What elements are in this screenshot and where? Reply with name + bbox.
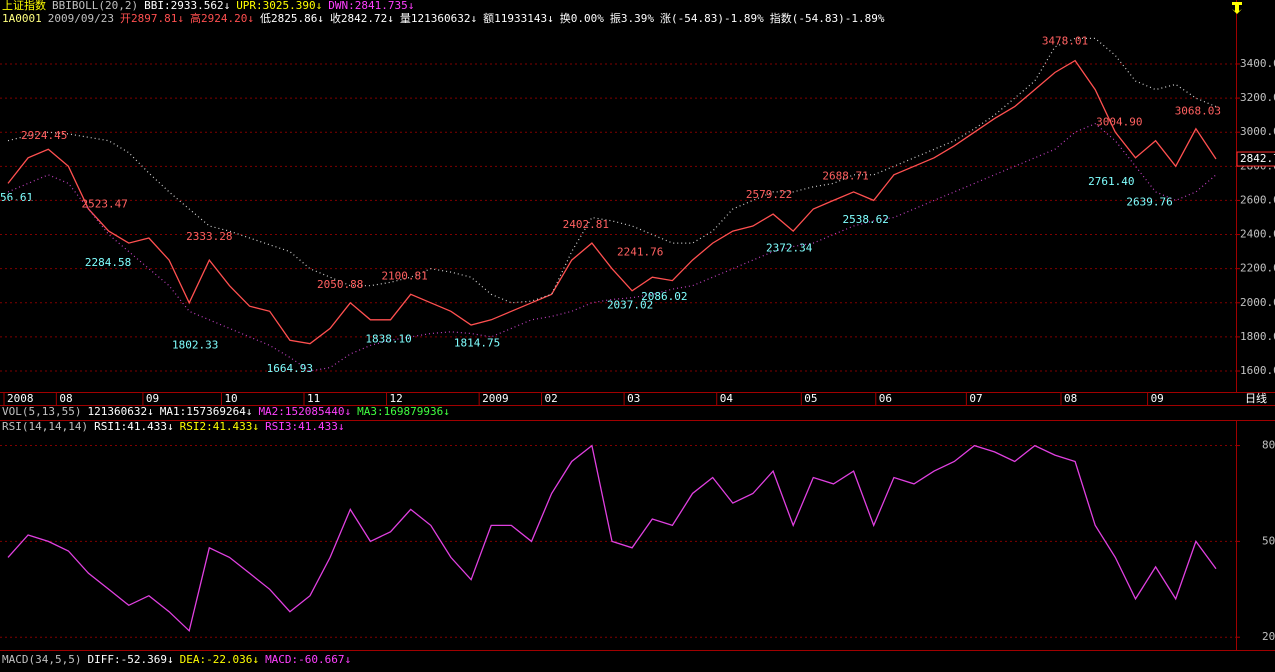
peak-label: 2050.88 — [317, 278, 363, 291]
y-tick-label: 2200.00 — [1240, 262, 1275, 275]
info-segment: MACD:-60.667↓ — [265, 653, 351, 666]
y-tick-label: 80 — [1262, 439, 1275, 452]
trough-label: 2761.40 — [1088, 175, 1134, 188]
info-segment: 1A0001 — [2, 12, 42, 25]
trough-label: 2639.76 — [1126, 196, 1172, 209]
y-tick-label: 1800.00 — [1240, 330, 1275, 343]
peak-label: 3004.90 — [1096, 115, 1142, 128]
x-tick-label: 12 — [390, 392, 403, 405]
info-segment: DWN:2841.735↓ — [328, 0, 414, 12]
y-tick-label: 20 — [1262, 630, 1275, 643]
info-segment: RSI2:41.433↓ — [180, 420, 259, 433]
info-segment: 额11933143↓ — [483, 12, 554, 25]
x-tick-label: 05 — [804, 392, 817, 405]
trough-label: 1664.93 — [267, 362, 313, 375]
trough-label: 1814.75 — [454, 336, 500, 349]
info-segment: 收2842.72↓ — [330, 11, 394, 25]
info-segment: UPR:3025.390↓ — [236, 0, 322, 12]
clipped-annotation: 56.61 — [0, 191, 33, 204]
trough-label: 1802.33 — [172, 339, 218, 352]
peak-label: 2579.22 — [746, 188, 792, 201]
info-line: 1A0001 2009/09/23 开2897.81↓ 高2924.20↓ 低2825.… — [2, 11, 885, 25]
y-tick-label: 1600.00 — [1240, 364, 1275, 377]
info-segment: 低2825.86↓ — [260, 12, 324, 25]
info-segment: 高2924.20↓ — [190, 11, 254, 25]
info-line: MACD(34,5,5) DIFF:-52.369↓ DEA:-22.036↓ MAC… — [2, 653, 351, 666]
x-tick-label: 09 — [1151, 392, 1164, 405]
peak-label: 2402.81 — [563, 218, 609, 231]
info-segment: MA2:152085440↓ — [258, 405, 351, 418]
info-segment: 涨(-54.83)-1.89% — [660, 12, 764, 25]
info-segment: DEA:-22.036↓ — [180, 653, 259, 666]
series-line — [7, 123, 1217, 372]
x-tick-label: 09 — [146, 392, 159, 405]
trough-label: 2372.34 — [766, 241, 813, 254]
info-segment: BBIBOLL(20,2) — [52, 0, 138, 12]
peak-label: 2100.81 — [381, 270, 427, 283]
y-tick-label: 2000.00 — [1240, 296, 1275, 309]
peak-label: 2333.28 — [186, 230, 232, 243]
y-tick-label: 2600.00 — [1240, 193, 1275, 206]
series-line — [7, 59, 1217, 345]
y-tick-label: 3200.00 — [1240, 91, 1275, 104]
info-line: 上证指数 BBIBOLL(20,2) BBI:2933.562↓ UPR:3025.3… — [2, 0, 414, 12]
x-tick-label: 10 — [224, 392, 237, 405]
x-tick-label: 11 — [307, 392, 320, 405]
peak-label: 2241.76 — [617, 246, 663, 259]
y-tick-label: 3000.00 — [1240, 125, 1275, 138]
x-tick-label: 08 — [1064, 392, 1077, 405]
period-label[interactable]: 日线 — [1245, 391, 1267, 405]
info-line: VOL(5,13,55) 121360632↓ MA1:157369264↓ MA2:… — [2, 405, 450, 418]
trough-label: 2037.02 — [607, 298, 653, 311]
anchor-icon[interactable] — [1232, 2, 1242, 14]
info-segment: RSI3:41.433↓ — [265, 420, 344, 433]
x-tick-label: 2008 — [7, 392, 34, 405]
y-tick-label: 50 — [1262, 534, 1275, 547]
series-line — [7, 37, 1217, 304]
trough-label: 2538.62 — [843, 213, 889, 226]
peak-label: 3478.01 — [1042, 35, 1088, 48]
info-segment: MA1:157369264↓ — [160, 405, 253, 418]
peak-label: 2688.71 — [822, 169, 868, 182]
trough-label: 1838.10 — [365, 332, 411, 345]
trough-label: 2284.58 — [85, 256, 131, 269]
x-tick-label: 02 — [545, 392, 558, 405]
info-segment: 上证指数 — [2, 0, 46, 12]
last-price-box — [1236, 151, 1275, 167]
x-tick-label: 04 — [720, 392, 734, 405]
peak-label: 3068.03 — [1175, 105, 1221, 118]
x-tick-label: 06 — [879, 392, 892, 405]
info-segment: 指数(-54.83)-1.89% — [770, 11, 885, 25]
info-segment: DIFF:-52.369↓ — [87, 653, 173, 666]
x-tick-label: 2009 — [482, 392, 509, 405]
info-segment: RSI1:41.433↓ — [94, 420, 173, 433]
info-segment: 换0.00% — [560, 11, 604, 25]
peak-label: 2523.47 — [81, 197, 127, 210]
info-segment: MA3:169879936↓ — [357, 405, 450, 418]
info-segment: BBI:2933.562↓ — [144, 0, 230, 12]
info-segment: 振3.39% — [610, 11, 654, 25]
info-segment: 121360632↓ — [87, 405, 153, 418]
series-line — [7, 444, 1217, 633]
info-segment: VOL(5,13,55) — [2, 405, 81, 418]
info-segment: 量121360632↓ — [400, 12, 477, 25]
info-segment: 2009/09/23 — [48, 12, 114, 25]
info-segment: RSI(14,14,14) — [2, 420, 88, 433]
frame — [0, 0, 1275, 651]
x-tick-label: 07 — [969, 392, 982, 405]
peak-label: 2924.45 — [21, 129, 67, 142]
info-segment: 开2897.81↓ — [120, 12, 184, 25]
info-line: RSI(14,14,14) RSI1:41.433↓ RSI2:41.433↓ RSI… — [2, 420, 345, 433]
last-price-label: 2842.7 — [1240, 152, 1275, 165]
trough-label: 2086.02 — [641, 290, 687, 303]
y-tick-label: 3400.00 — [1240, 57, 1275, 70]
info-segment: MACD(34,5,5) — [2, 653, 81, 666]
y-tick-label: 2400.00 — [1240, 228, 1275, 241]
x-tick-label: 08 — [59, 392, 72, 405]
x-tick-label: 03 — [627, 392, 640, 405]
